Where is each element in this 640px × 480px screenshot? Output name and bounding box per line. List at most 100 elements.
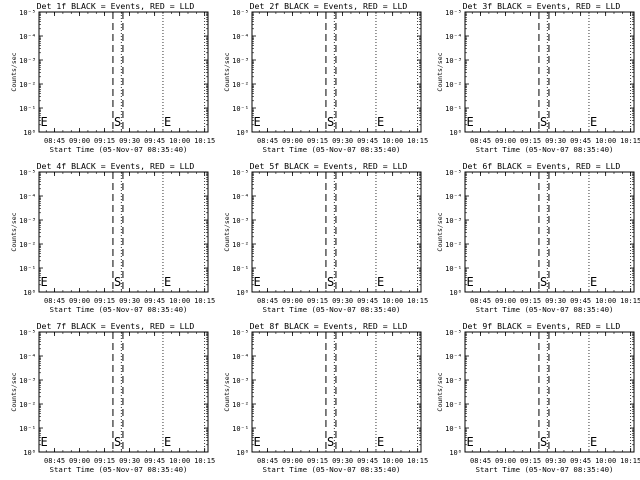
x-tick-label: 09:00 [282, 137, 303, 145]
y-tick-label: 10⁰ [236, 449, 249, 457]
plot-frame [38, 331, 209, 453]
chart-title: Det 2f BLACK = Events, RED = LLD [250, 1, 408, 11]
y-tick-label: 10⁻⁵ [232, 169, 249, 177]
x-tick-label: 09:30 [119, 457, 140, 465]
x-tick-label: 09:15 [307, 297, 328, 305]
y-tick-label: 10⁰ [449, 129, 462, 137]
y-tick-label: 10⁻³ [445, 57, 462, 65]
event-marker-label: S [540, 435, 547, 449]
y-axis-label: Counts/sec [10, 52, 18, 91]
y-tick-label: 10⁻³ [232, 57, 249, 65]
y-tick-label: 10⁻³ [19, 217, 36, 225]
y-tick-label: 10⁰ [236, 129, 249, 137]
y-tick-label: 10⁻⁴ [232, 193, 249, 201]
x-tick-label: 09:45 [144, 297, 165, 305]
x-tick-label: 08:45 [470, 297, 491, 305]
y-tick-label: 10⁻² [232, 241, 249, 249]
y-tick-label: 10⁰ [449, 449, 462, 457]
x-tick-label: 09:00 [69, 297, 90, 305]
y-tick-label: 10⁻³ [19, 57, 36, 65]
y-tick-label: 10⁻³ [232, 377, 249, 385]
x-tick-label: 10:00 [382, 137, 403, 145]
x-tick-label: 09:30 [332, 297, 353, 305]
y-tick-label: 10⁻¹ [445, 265, 462, 273]
plot-frame [251, 171, 422, 293]
y-tick-label: 10⁻⁵ [232, 9, 249, 17]
plot-frame [464, 171, 635, 293]
x-tick-label: 10:00 [382, 457, 403, 465]
x-tick-label: 09:15 [307, 457, 328, 465]
y-tick-label: 10⁻¹ [445, 105, 462, 113]
x-tick-label: 10:00 [169, 457, 190, 465]
x-tick-label: 09:00 [69, 457, 90, 465]
x-axis-label: Start Time (05-Nov-07 08:35:40) [476, 305, 614, 314]
y-tick-label: 10⁻² [232, 81, 249, 89]
event-marker-label: E [164, 275, 171, 289]
event-marker-label: E [377, 115, 384, 129]
x-tick-label: 09:30 [545, 297, 566, 305]
chart-svg: Det 4f BLACK = Events, RED = LLD 10⁰ 10⁻¹ 1… [10, 161, 215, 314]
y-tick-label: 10⁻⁵ [445, 9, 462, 17]
detector-panel: Det 1f BLACK = Events, RED = LLD 10⁰ 10⁻¹ 1… [0, 0, 215, 160]
x-tick-label: 09:45 [357, 137, 378, 145]
y-tick-label: 10⁻¹ [232, 425, 249, 433]
y-tick-label: 10⁰ [449, 289, 462, 297]
y-tick-label: 10⁻¹ [19, 105, 36, 113]
y-tick-label: 10⁻⁵ [445, 169, 462, 177]
plot-frame [464, 331, 635, 453]
x-tick-label: 09:15 [94, 457, 115, 465]
chart-svg: Det 1f BLACK = Events, RED = LLD 10⁰ 10⁻¹ 1… [10, 1, 215, 154]
event-marker-label: E [164, 115, 171, 129]
x-tick-label: 10:15 [620, 297, 640, 305]
x-tick-label: 10:15 [194, 457, 215, 465]
x-tick-label: 08:45 [257, 137, 278, 145]
y-tick-label: 10⁻² [19, 81, 36, 89]
y-tick-label: 10⁻⁴ [445, 33, 462, 41]
event-marker-label: S [327, 435, 334, 449]
x-tick-label: 09:30 [119, 137, 140, 145]
y-tick-label: 10⁻⁴ [19, 193, 36, 201]
x-tick-label: 10:00 [169, 297, 190, 305]
x-tick-label: 09:00 [282, 457, 303, 465]
detector-panel: Det 9f BLACK = Events, RED = LLD 10⁰ 10⁻¹ 1… [426, 320, 640, 480]
x-tick-label: 09:30 [545, 137, 566, 145]
y-axis-label: Counts/sec [223, 52, 231, 91]
chart-svg: Det 9f BLACK = Events, RED = LLD 10⁰ 10⁻¹ 1… [436, 321, 640, 474]
x-tick-label: 09:00 [495, 137, 516, 145]
x-tick-label: 09:45 [357, 457, 378, 465]
y-axis-label: Counts/sec [10, 212, 18, 251]
event-marker-label: E [41, 115, 48, 129]
event-marker-label: S [540, 115, 547, 129]
detector-panel: Det 6f BLACK = Events, RED = LLD 10⁰ 10⁻¹ 1… [426, 160, 640, 320]
x-tick-label: 10:15 [407, 457, 428, 465]
plot-frame [464, 11, 635, 133]
event-marker-label: E [467, 275, 474, 289]
event-marker-label: S [327, 275, 334, 289]
y-tick-label: 10⁻³ [232, 217, 249, 225]
detector-panel: Det 2f BLACK = Events, RED = LLD 10⁰ 10⁻¹ 1… [213, 0, 428, 160]
y-tick-label: 10⁻² [232, 401, 249, 409]
x-tick-label: 09:00 [69, 137, 90, 145]
event-marker-label: E [164, 435, 171, 449]
x-tick-label: 08:45 [44, 457, 65, 465]
chart-title: Det 1f BLACK = Events, RED = LLD [37, 1, 195, 11]
chart-title: Det 3f BLACK = Events, RED = LLD [463, 1, 621, 11]
x-tick-label: 10:00 [382, 297, 403, 305]
x-tick-label: 09:30 [545, 457, 566, 465]
x-axis-label: Start Time (05-Nov-07 08:35:40) [50, 465, 188, 474]
event-marker-label: E [467, 435, 474, 449]
x-tick-label: 08:45 [44, 297, 65, 305]
x-tick-label: 09:45 [144, 137, 165, 145]
x-axis-label: Start Time (05-Nov-07 08:35:40) [263, 305, 401, 314]
event-marker-label: S [114, 115, 121, 129]
detector-panel: Det 5f BLACK = Events, RED = LLD 10⁰ 10⁻¹ 1… [213, 160, 428, 320]
event-marker-label: S [114, 275, 121, 289]
x-tick-label: 09:30 [332, 457, 353, 465]
y-tick-label: 10⁻² [19, 241, 36, 249]
x-tick-label: 10:00 [169, 137, 190, 145]
y-tick-label: 10⁻⁴ [445, 193, 462, 201]
event-marker-label: S [327, 115, 334, 129]
y-tick-label: 10⁻³ [19, 377, 36, 385]
event-marker-label: S [540, 275, 547, 289]
plot-frame [251, 11, 422, 133]
